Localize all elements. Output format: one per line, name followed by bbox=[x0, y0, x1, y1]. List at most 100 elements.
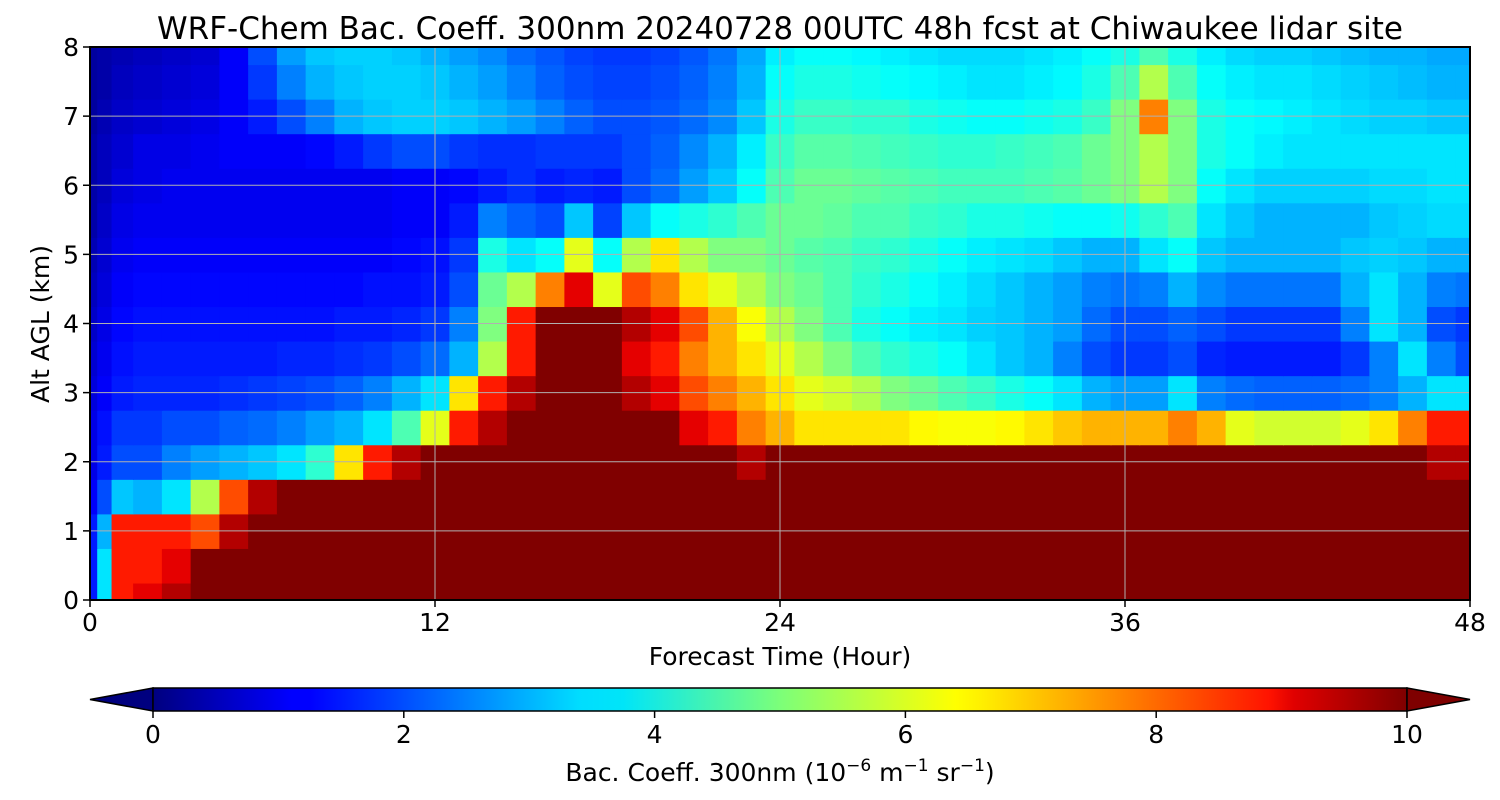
heatmap-cell bbox=[823, 340, 853, 377]
heatmap-cell bbox=[938, 582, 968, 600]
heatmap-cell bbox=[995, 64, 1026, 100]
heatmap-cell bbox=[1196, 340, 1227, 377]
heatmap-cell bbox=[1225, 64, 1256, 100]
heatmap-cell bbox=[161, 582, 192, 600]
heatmap-cell bbox=[564, 202, 594, 238]
heatmap-cell bbox=[449, 133, 479, 169]
heatmap-cell bbox=[909, 548, 939, 584]
heatmap-cell bbox=[478, 409, 508, 446]
heatmap-cell bbox=[190, 409, 221, 446]
colorbar-tick-label: 0 bbox=[145, 720, 161, 749]
heatmap-cell bbox=[966, 409, 997, 446]
heatmap-cell bbox=[880, 548, 911, 584]
heatmap-cell bbox=[736, 64, 767, 100]
heatmap-cell bbox=[1225, 548, 1256, 584]
heatmap-cell bbox=[97, 47, 113, 66]
heatmap-cell bbox=[1283, 340, 1313, 377]
heatmap-cell bbox=[938, 548, 968, 584]
heatmap-cell bbox=[1139, 271, 1169, 308]
heatmap-cell bbox=[1455, 548, 1470, 584]
heatmap-cell bbox=[90, 340, 98, 377]
heatmap-cell bbox=[564, 133, 594, 169]
heatmap-cell bbox=[679, 202, 709, 238]
heatmap-cell bbox=[995, 340, 1026, 377]
heatmap-cell bbox=[1024, 582, 1054, 600]
heatmap-cell bbox=[1426, 548, 1457, 584]
heatmap-cell bbox=[161, 479, 192, 515]
heatmap-cell bbox=[133, 271, 163, 308]
heatmap-cell bbox=[880, 64, 911, 100]
heatmap-cell bbox=[248, 479, 278, 515]
heatmap-cell bbox=[1254, 133, 1284, 169]
heatmap-cell bbox=[391, 340, 422, 377]
heatmap-cell bbox=[650, 582, 681, 600]
heatmap-cell bbox=[1311, 582, 1342, 600]
heatmap-cell bbox=[506, 47, 537, 66]
heatmap-cell bbox=[1398, 47, 1428, 66]
heatmap-cell bbox=[708, 202, 738, 238]
heatmap-cell bbox=[97, 133, 113, 169]
heatmap-cell bbox=[621, 340, 652, 377]
heatmap-cell bbox=[995, 47, 1026, 66]
heatmap-cell bbox=[1225, 202, 1256, 238]
heatmap-cell bbox=[1196, 271, 1227, 308]
heatmap-cell bbox=[1455, 133, 1470, 169]
heatmap-cell bbox=[880, 202, 911, 238]
heatmap-cell bbox=[823, 479, 853, 515]
heatmap-cell bbox=[248, 548, 278, 584]
heatmap-cell bbox=[97, 340, 113, 377]
heatmap-cell bbox=[1254, 271, 1284, 308]
heatmap-cell bbox=[1196, 133, 1227, 169]
heatmap-cell bbox=[708, 64, 738, 100]
heatmap-cell bbox=[823, 202, 853, 238]
heatmap-cell bbox=[938, 479, 968, 515]
heatmap-cell bbox=[1024, 340, 1054, 377]
colorbar-tick-label: 6 bbox=[897, 720, 913, 749]
heatmap-cell bbox=[248, 202, 278, 238]
heatmap-cell bbox=[391, 64, 422, 100]
y-tick-label: 2 bbox=[63, 448, 79, 477]
heatmap-cell bbox=[190, 202, 221, 238]
heatmap-cell bbox=[1081, 479, 1112, 515]
heatmap-cell bbox=[1311, 409, 1342, 446]
heatmap-cell bbox=[823, 548, 853, 584]
heatmap-cell bbox=[1455, 409, 1470, 446]
heatmap-cell bbox=[1311, 133, 1342, 169]
heatmap-cell bbox=[909, 582, 939, 600]
heatmap-cell bbox=[966, 340, 997, 377]
heatmap-cell bbox=[823, 47, 853, 66]
heatmap-cell bbox=[736, 133, 767, 169]
heatmap-cell bbox=[1369, 271, 1399, 308]
heatmap-cell bbox=[708, 47, 738, 66]
heatmap-cell bbox=[851, 202, 882, 238]
heatmap-cell bbox=[219, 340, 249, 377]
heatmap-cell bbox=[97, 202, 113, 238]
heatmap-cell bbox=[1283, 47, 1313, 66]
heatmap-cell bbox=[650, 271, 681, 308]
y-tick-label: 5 bbox=[63, 240, 79, 269]
heatmap-cell bbox=[1398, 271, 1428, 308]
heatmap-cell bbox=[334, 582, 364, 600]
heatmap-cell bbox=[938, 409, 968, 446]
heatmap-cell bbox=[938, 340, 968, 377]
heatmap-cell bbox=[564, 548, 594, 584]
colorbar-tick-label: 8 bbox=[1148, 720, 1164, 749]
y-tick-label: 7 bbox=[63, 102, 79, 131]
heatmap-cell bbox=[909, 479, 939, 515]
heatmap-cell bbox=[305, 582, 336, 600]
heatmap-cell bbox=[1254, 47, 1284, 66]
heatmap-cell bbox=[219, 479, 249, 515]
heatmap-cell bbox=[1168, 340, 1198, 377]
heatmap-cell bbox=[1196, 582, 1227, 600]
heatmap-cell bbox=[1455, 479, 1470, 515]
heatmap-cell bbox=[391, 409, 422, 446]
heatmap-cell bbox=[1168, 409, 1198, 446]
heatmap-cell bbox=[1283, 133, 1313, 169]
heatmap-cell bbox=[1426, 64, 1457, 100]
heatmap-cell bbox=[621, 479, 652, 515]
heatmap-cell bbox=[363, 271, 393, 308]
heatmap-cell bbox=[621, 271, 652, 308]
heatmap-cell bbox=[1196, 548, 1227, 584]
heatmap-cell bbox=[535, 133, 566, 169]
heatmap-cell bbox=[535, 47, 566, 66]
